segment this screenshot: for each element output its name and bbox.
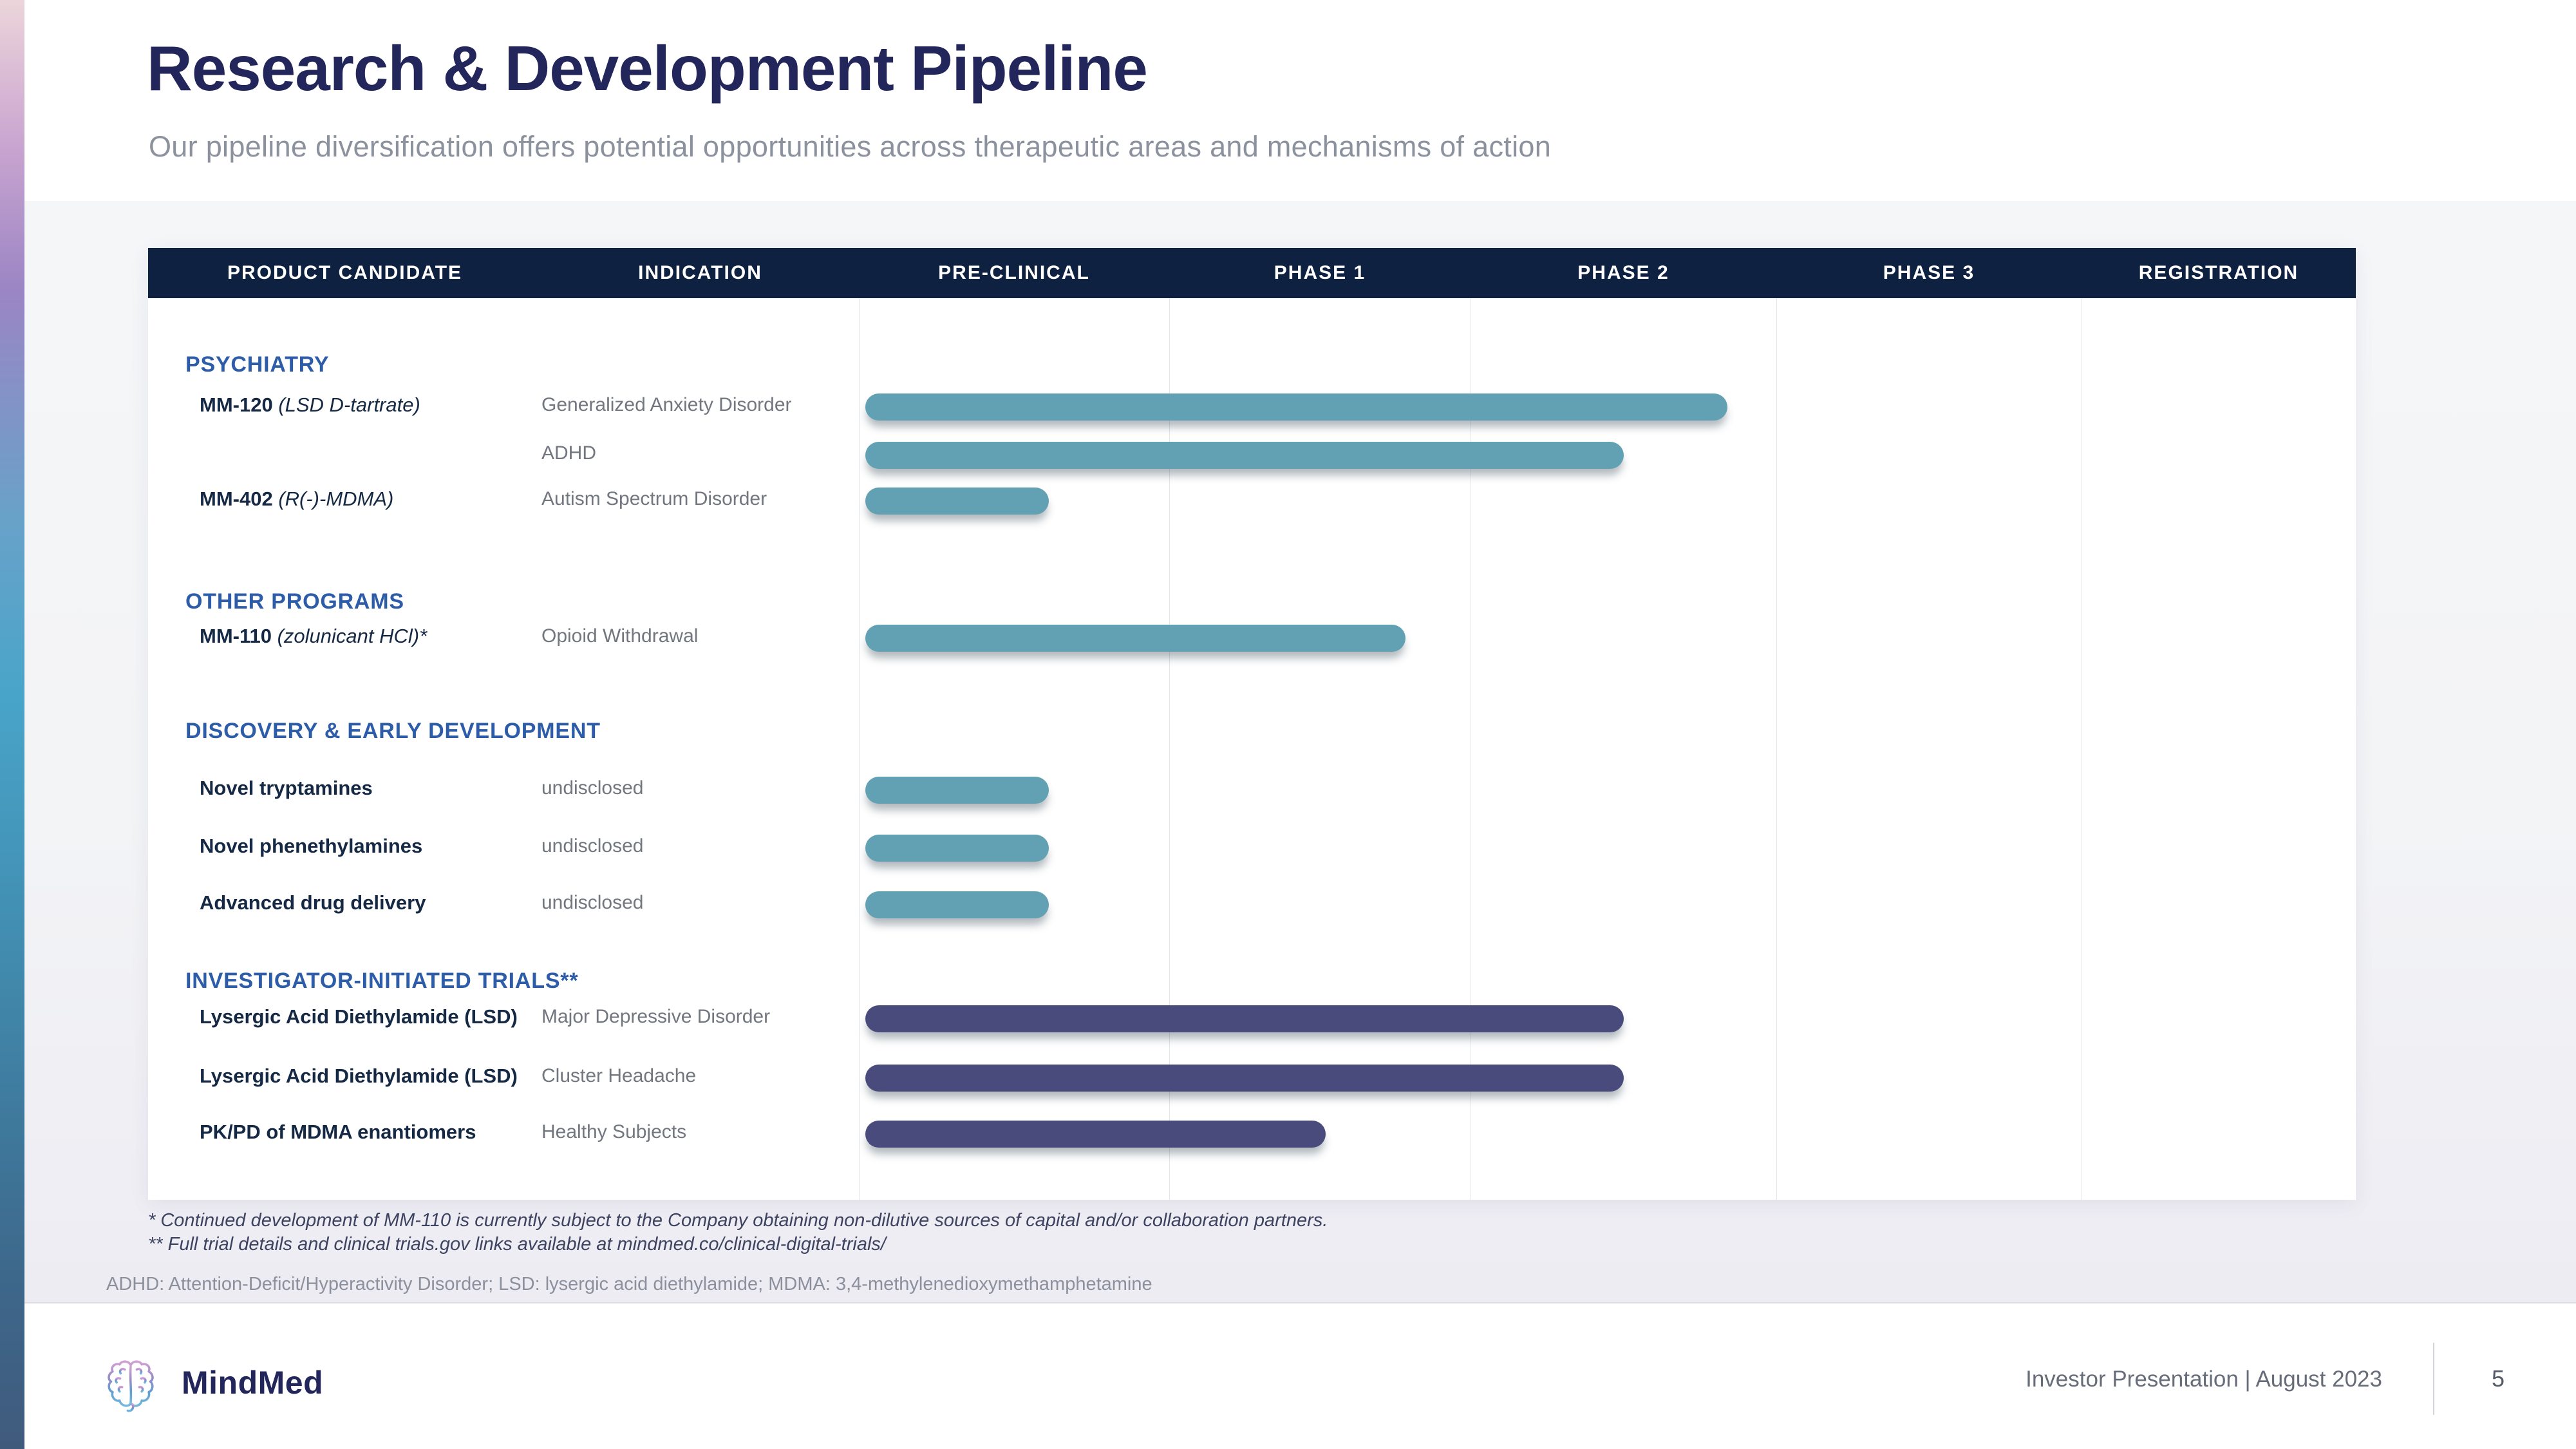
indication-label: Autism Spectrum Disorder [541, 488, 767, 509]
stage-progress-bar [865, 442, 1624, 469]
brand-name: MindMed [182, 1365, 324, 1401]
footnote-1: * Continued development of MM-110 is cur… [148, 1210, 1328, 1231]
stage-gridline [859, 298, 860, 1200]
column-header: PHASE 2 [1577, 262, 1669, 283]
column-header: REGISTRATION [2138, 262, 2299, 283]
stage-progress-bar [865, 1121, 1326, 1148]
candidate-name: Advanced drug delivery [200, 891, 426, 914]
footer-divider [2433, 1343, 2434, 1415]
column-header: PHASE 1 [1274, 262, 1366, 283]
indication-label: undisclosed [541, 892, 644, 913]
stage-progress-bar [865, 835, 1049, 862]
indication-label: undisclosed [541, 835, 644, 857]
indication-label: Cluster Headache [541, 1065, 697, 1086]
column-header: PRODUCT CANDIDATE [227, 262, 463, 283]
stage-progress-bar [865, 488, 1049, 515]
stage-progress-bar [865, 625, 1406, 652]
stage-gridline [1776, 298, 1777, 1200]
indication-label: Healthy Subjects [541, 1121, 687, 1142]
pipeline-table: PRODUCT CANDIDATE INDICATION PRE-CLINICAL P… [148, 248, 2356, 1200]
candidate-name: Lysergic Acid Diethylamide (LSD) [200, 1065, 518, 1087]
column-header: PRE-CLINICAL [938, 262, 1090, 283]
stage-progress-bar [865, 891, 1049, 918]
candidate-name: Lysergic Acid Diethylamide (LSD) [200, 1005, 518, 1028]
stage-gridline [1169, 298, 1170, 1200]
candidate-name: Novel tryptamines [200, 777, 373, 799]
candidate-name: PK/PD of MDMA enantiomers [200, 1121, 476, 1143]
stage-progress-bar [865, 393, 1727, 421]
section-label: INVESTIGATOR-INITIATED TRIALS** [185, 969, 579, 993]
stage-progress-bar [865, 1005, 1624, 1032]
footer-caption: Investor Presentation | August 2023 [2026, 1367, 2382, 1392]
footnote-2: ** Full trial details and clinical trial… [148, 1234, 886, 1255]
candidate-name: MM-402 (R(-)-MDMA) [200, 488, 394, 510]
indication-label: Generalized Anxiety Disorder [541, 394, 792, 415]
gradient-edge-strip [0, 0, 24, 1449]
section-label: OTHER PROGRAMS [185, 589, 404, 614]
mindmed-brain-logo-icon [106, 1351, 156, 1422]
candidate-name: Novel phenethylamines [200, 835, 423, 857]
page-number: 5 [2491, 1365, 2505, 1392]
table-header-row [148, 248, 2356, 298]
indication-label: ADHD [541, 442, 597, 464]
page-title: Research & Development Pipeline [147, 33, 1148, 104]
column-header: PHASE 3 [1883, 262, 1975, 283]
section-label: PSYCHIATRY [185, 352, 330, 377]
page-subtitle: Our pipeline diversification offers pote… [149, 130, 1552, 163]
column-header: INDICATION [638, 262, 762, 283]
section-label: DISCOVERY & EARLY DEVELOPMENT [185, 719, 601, 743]
indication-label: undisclosed [541, 777, 644, 799]
indication-label: Major Depressive Disorder [541, 1006, 771, 1027]
stage-progress-bar [865, 1065, 1624, 1092]
candidate-name: MM-120 (LSD D-tartrate) [200, 393, 420, 416]
indication-label: Opioid Withdrawal [541, 625, 699, 647]
stage-progress-bar [865, 777, 1049, 804]
abbreviations-line: ADHD: Attention-Deficit/Hyperactivity Di… [106, 1274, 1152, 1294]
candidate-name: MM-110 (zolunicant HCl)* [200, 625, 428, 647]
